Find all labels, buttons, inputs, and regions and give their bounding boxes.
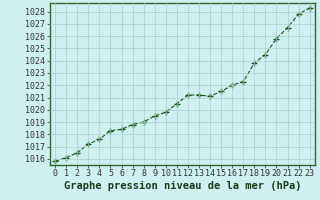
X-axis label: Graphe pression niveau de la mer (hPa): Graphe pression niveau de la mer (hPa) — [64, 181, 301, 191]
